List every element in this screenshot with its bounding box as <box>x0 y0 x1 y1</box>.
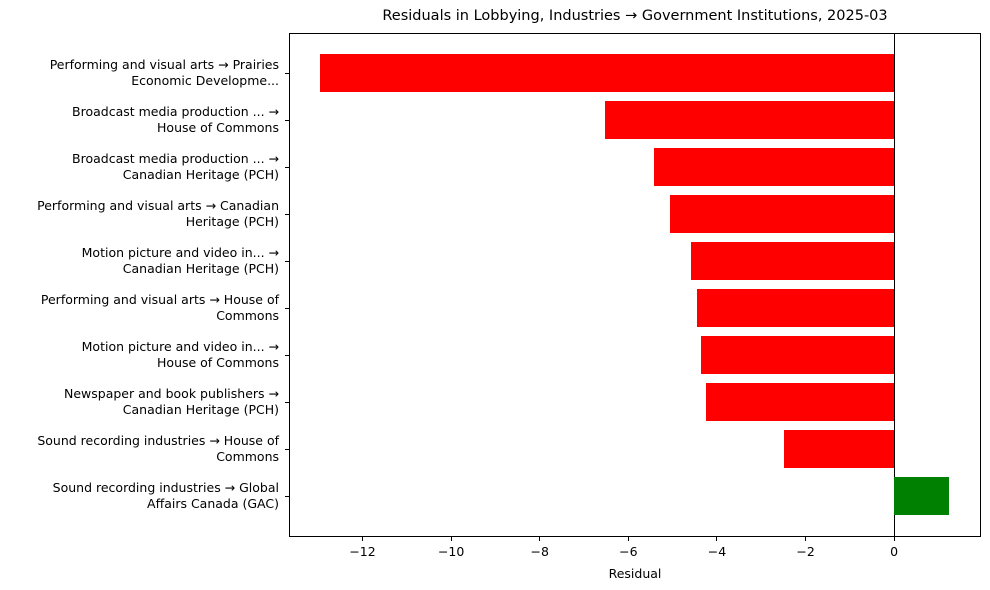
y-tick <box>285 73 289 74</box>
x-tick-label: −2 <box>796 544 815 559</box>
y-tick <box>285 402 289 403</box>
bar <box>784 430 895 468</box>
x-tick <box>893 537 895 541</box>
x-axis-label: Residual <box>608 566 662 581</box>
bar <box>669 195 895 233</box>
y-tick-label: Motion picture and video in... → Canadia… <box>81 245 279 276</box>
bar <box>654 148 895 186</box>
x-tick-label: −10 <box>437 544 465 559</box>
y-tick-label: Newspaper and book publishers → Canadian… <box>63 386 279 417</box>
x-tick-label: 0 <box>890 544 899 559</box>
y-tick <box>285 449 289 450</box>
zero-reference-line <box>894 34 896 536</box>
y-tick-label: Performing and visual arts → Prairies Ec… <box>49 57 279 88</box>
bar <box>320 54 895 92</box>
y-tick-label: Performing and visual arts → House of Co… <box>40 292 279 323</box>
y-tick <box>285 120 289 121</box>
bar <box>605 101 895 139</box>
y-tick <box>285 355 289 356</box>
y-tick-label: Broadcast media production ... → Canadia… <box>72 151 279 182</box>
bar <box>894 477 950 515</box>
x-tick <box>450 537 452 541</box>
y-tick <box>285 496 289 497</box>
y-tick-label: Performing and visual arts → Canadian He… <box>37 198 279 229</box>
y-tick <box>285 308 289 309</box>
y-tick-label: Motion picture and video in... → House o… <box>81 339 279 370</box>
bar <box>691 242 895 280</box>
x-tick-label: −4 <box>707 544 727 559</box>
x-tick <box>539 537 541 541</box>
x-tick <box>627 537 629 541</box>
x-tick <box>805 537 807 541</box>
y-tick-label: Sound recording industries → Global Affa… <box>52 480 279 511</box>
x-tick <box>362 537 364 541</box>
y-tick <box>285 167 289 168</box>
bar <box>697 289 895 327</box>
x-tick-label: −6 <box>619 544 638 559</box>
bar <box>706 383 895 421</box>
y-tick-label: Sound recording industries → House of Co… <box>37 433 279 464</box>
y-tick-label: Broadcast media production ... → House o… <box>72 104 279 135</box>
bar <box>701 336 895 374</box>
y-tick <box>285 261 289 262</box>
x-tick-label: −12 <box>349 544 376 559</box>
y-tick <box>285 214 289 215</box>
x-tick-label: −8 <box>530 544 549 559</box>
plot-area <box>285 33 981 537</box>
x-tick <box>716 537 718 541</box>
chart-title: Residuals in Lobbying, Industries → Gove… <box>382 8 888 24</box>
